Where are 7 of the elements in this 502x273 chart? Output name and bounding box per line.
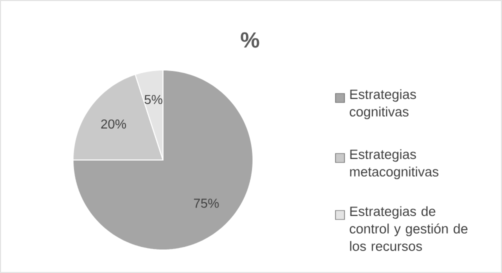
legend-label: Estrategias metacognitivas [350,149,438,180]
data-label: 20% [101,119,126,129]
data-label: 5% [144,95,162,104]
legend-label: Estrategias de control y gestión de los recursos [350,206,468,251]
legend-label: Estrategias cognitivas [350,89,416,120]
data-label: 75% [194,198,219,208]
chart-title: % [240,32,260,48]
